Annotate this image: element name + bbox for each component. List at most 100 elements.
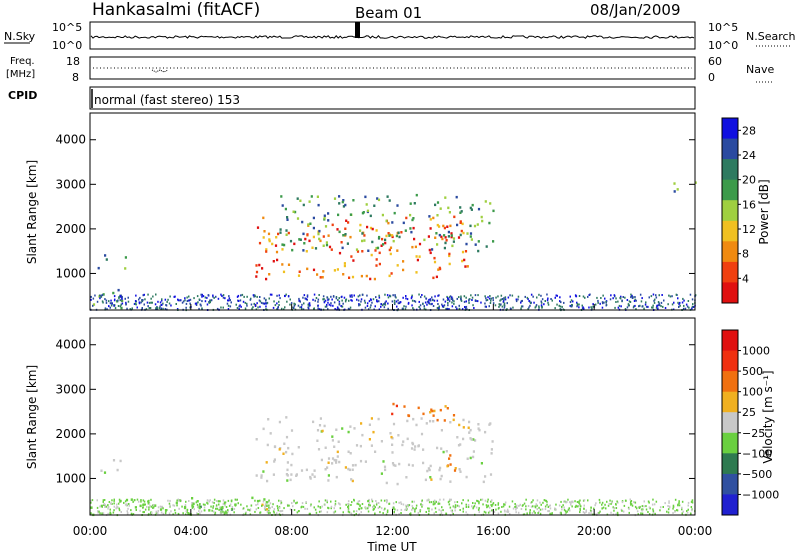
data-cell (622, 510, 625, 513)
data-cell (465, 503, 467, 506)
data-cell (462, 499, 464, 502)
data-cell (105, 505, 108, 508)
data-cell (218, 508, 220, 511)
data-cell (456, 307, 458, 310)
data-cell (323, 301, 326, 304)
data-cell (442, 224, 445, 228)
data-cell (272, 473, 275, 476)
data-cell (143, 293, 145, 296)
data-cell (517, 295, 520, 298)
data-cell (440, 512, 443, 515)
data-cell (104, 504, 106, 507)
data-cell (268, 504, 270, 507)
data-cell (244, 307, 247, 310)
data-cell (681, 506, 683, 509)
data-cell (375, 296, 377, 299)
data-cell (634, 298, 636, 301)
data-cell (324, 225, 328, 228)
data-cell (647, 511, 649, 513)
data-cell (268, 273, 271, 276)
data-cell (360, 511, 362, 514)
data-cell (269, 511, 271, 514)
data-cell (319, 239, 322, 243)
data-cell (281, 509, 284, 512)
data-cell (529, 512, 531, 515)
data-cell (392, 239, 395, 243)
data-cell (648, 501, 650, 504)
data-cell (276, 302, 278, 305)
data-cell (463, 295, 466, 298)
data-cell (335, 461, 338, 464)
data-cell (312, 235, 315, 239)
data-cell (539, 508, 542, 511)
data-cell (369, 214, 372, 218)
data-cell (105, 301, 108, 304)
data-cell (469, 232, 473, 235)
data-cell (521, 305, 524, 308)
data-cell (664, 307, 667, 309)
data-cell (692, 306, 695, 308)
data-cell (147, 501, 150, 504)
data-cell (409, 202, 412, 205)
data-cell (315, 511, 318, 514)
data-cell (503, 306, 506, 309)
data-cell (613, 294, 616, 297)
data-cell (327, 506, 329, 509)
data-cell (127, 296, 129, 299)
data-cell (192, 505, 195, 508)
data-cell (554, 507, 556, 510)
data-cell (489, 202, 492, 205)
data-cell (652, 306, 654, 309)
data-cell (363, 239, 366, 242)
data-cell (263, 297, 266, 300)
data-cell (294, 303, 296, 306)
data-cell (350, 504, 352, 506)
data-cell (259, 511, 261, 514)
data-cell (422, 461, 425, 465)
data-cell (462, 507, 464, 510)
data-cell (313, 308, 315, 311)
data-cell (648, 506, 651, 509)
data-cell (648, 296, 650, 299)
data-region (255, 416, 494, 486)
data-cell (119, 295, 122, 298)
data-cell (197, 513, 199, 515)
data-cell (583, 507, 585, 510)
data-cell (468, 431, 471, 434)
data-cell (642, 508, 644, 511)
data-cell (402, 503, 405, 506)
data-cell (268, 499, 270, 502)
data-cell (226, 511, 228, 514)
data-cell (353, 427, 356, 430)
data-cell (102, 500, 104, 503)
data-cell (110, 304, 113, 307)
data-cell (570, 299, 573, 302)
data-cell (603, 301, 605, 304)
data-cell (400, 508, 403, 511)
data-cell (547, 303, 550, 306)
data-cell (327, 301, 329, 304)
data-cell (212, 510, 215, 513)
data-cell (134, 499, 136, 502)
data-cell (547, 297, 549, 300)
ground-scatter (90, 498, 696, 517)
data-cell (390, 435, 393, 439)
data-cell (506, 308, 508, 311)
data-cell (367, 510, 370, 513)
data-cell (303, 302, 305, 305)
data-cell (486, 500, 489, 503)
data-cell (471, 299, 473, 301)
data-cell (667, 505, 669, 507)
data-cell (280, 510, 282, 513)
data-cell (162, 302, 164, 305)
data-cell (315, 297, 318, 299)
data-cell (161, 299, 163, 302)
data-cell (490, 503, 492, 506)
data-cell (433, 499, 436, 502)
data-cell (353, 510, 355, 513)
data-cell (504, 510, 506, 513)
data-cell (462, 231, 465, 235)
data-cell (367, 505, 370, 508)
data-cell (549, 504, 551, 507)
data-cell (448, 211, 451, 214)
